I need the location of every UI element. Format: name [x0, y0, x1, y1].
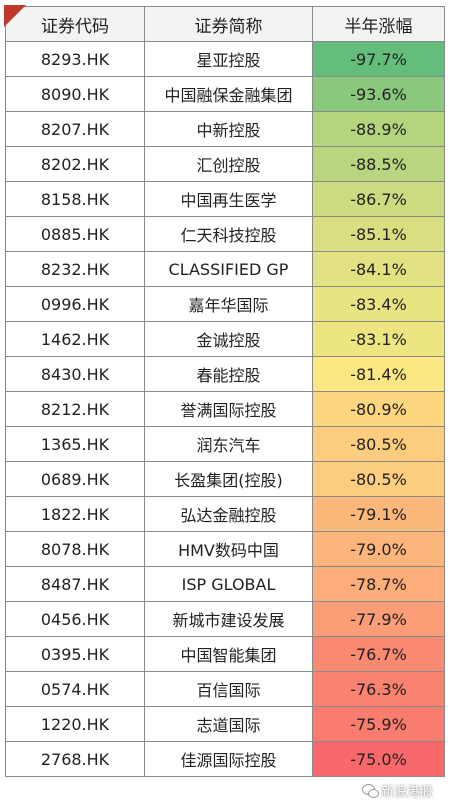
stock-code-cell: 0885.HK — [5, 216, 145, 252]
stock-code-cell: 8430.HK — [5, 356, 145, 392]
change-cell: -78.7% — [312, 566, 445, 602]
stock-name-cell: 中国智能集团 — [144, 636, 313, 672]
header-change: 半年涨幅 — [312, 6, 445, 42]
stock-name-cell: 誉满国际控股 — [144, 391, 313, 427]
table-row: 8487.HK ISP GLOBAL -78.7% — [5, 566, 445, 602]
stock-name-cell: 嘉年华国际 — [144, 286, 313, 322]
stock-name-cell: 中国融保金融集团 — [144, 76, 313, 112]
stock-name-cell: 金诚控股 — [144, 321, 313, 357]
change-cell: -75.0% — [312, 741, 445, 777]
table-row: 0395.HK 中国智能集团 -76.7% — [5, 636, 445, 672]
stock-code-cell: 0996.HK — [5, 286, 145, 322]
stock-name-cell: 星亚控股 — [144, 41, 313, 77]
table-row: 8430.HK 春能控股 -81.4% — [5, 356, 445, 392]
change-cell: -81.4% — [312, 356, 445, 392]
table-row: 8212.HK 誉满国际控股 -80.9% — [5, 391, 445, 427]
change-cell: -80.5% — [312, 426, 445, 462]
stock-code-cell: 8207.HK — [5, 111, 145, 147]
change-cell: -85.1% — [312, 216, 445, 252]
stock-code-cell: 8293.HK — [5, 41, 145, 77]
change-cell: -77.9% — [312, 601, 445, 637]
table-row: 0689.HK 长盈集团(控股) -80.5% — [5, 461, 445, 497]
stock-name-cell: ISP GLOBAL — [144, 566, 313, 602]
stock-name-cell: 仁天科技控股 — [144, 216, 313, 252]
table-row: 8078.HK HMV数码中国 -79.0% — [5, 531, 445, 567]
table-row: 1822.HK 弘达金融控股 -79.1% — [5, 496, 445, 532]
table-row: 1462.HK 金诚控股 -83.1% — [5, 321, 445, 357]
stock-name-cell: 长盈集团(控股) — [144, 461, 313, 497]
change-cell: -76.7% — [312, 636, 445, 672]
stock-name-cell: CLASSIFIED GP — [144, 251, 313, 287]
change-cell: -75.9% — [312, 706, 445, 742]
stock-code-cell: 1220.HK — [5, 706, 145, 742]
change-cell: -76.3% — [312, 671, 445, 707]
table-row: 8293.HK 星亚控股 -97.7% — [5, 41, 445, 77]
table-body: 8293.HK 星亚控股 -97.7% 8090.HK 中国融保金融集团 -93.6% 82… — [5, 41, 445, 777]
table-row: 8232.HK CLASSIFIED GP -84.1% — [5, 251, 445, 287]
stock-name-cell: 佳源国际控股 — [144, 741, 313, 777]
table-row: 1365.HK 润东汽车 -80.5% — [5, 426, 445, 462]
change-cell: -79.1% — [312, 496, 445, 532]
table-row: 0996.HK 嘉年华国际 -83.4% — [5, 286, 445, 322]
table-row: 0574.HK 百信国际 -76.3% — [5, 671, 445, 707]
stock-code-cell: 8202.HK — [5, 146, 145, 182]
stock-name-cell: 汇创控股 — [144, 146, 313, 182]
stock-code-cell: 8487.HK — [5, 566, 145, 602]
stock-name-cell: 春能控股 — [144, 356, 313, 392]
stock-code-cell: 1365.HK — [5, 426, 145, 462]
stock-name-cell: 润东汽车 — [144, 426, 313, 462]
stock-code-cell: 8232.HK — [5, 251, 145, 287]
stock-table: 证券代码 证券简称 半年涨幅 8293.HK 星亚控股 -97.7% 8090.HK 中… — [5, 6, 445, 777]
stock-name-cell: HMV数码中国 — [144, 531, 313, 567]
stock-code-cell: 0456.HK — [5, 601, 145, 637]
table-row: 8158.HK 中国再生医学 -86.7% — [5, 181, 445, 217]
stock-code-cell: 8090.HK — [5, 76, 145, 112]
watermark-text: 新浪港股 — [380, 785, 433, 800]
stock-code-cell: 0574.HK — [5, 671, 145, 707]
change-cell: -86.7% — [312, 181, 445, 217]
change-cell: -93.6% — [312, 76, 445, 112]
stock-code-cell: 0689.HK — [5, 461, 145, 497]
header-name: 证券简称 — [144, 6, 313, 42]
stock-name-cell: 志道国际 — [144, 706, 313, 742]
stock-code-cell: 2768.HK — [5, 741, 145, 777]
table-row: 2768.HK 佳源国际控股 -75.0% — [5, 741, 445, 777]
watermark: 新浪港股 — [361, 781, 433, 800]
stock-name-cell: 中新控股 — [144, 111, 313, 147]
table-row: 8090.HK 中国融保金融集团 -93.6% — [5, 76, 445, 112]
table-header-row: 证券代码 证券简称 半年涨幅 — [5, 6, 445, 42]
stock-name-cell: 弘达金融控股 — [144, 496, 313, 532]
table-row: 0456.HK 新城市建设发展 -77.9% — [5, 601, 445, 637]
wechat-icon — [361, 784, 379, 798]
stock-name-cell: 中国再生医学 — [144, 181, 313, 217]
stock-name-cell: 百信国际 — [144, 671, 313, 707]
corner-marker — [4, 5, 26, 27]
table-row: 8202.HK 汇创控股 -88.5% — [5, 146, 445, 182]
stock-code-cell: 8078.HK — [5, 531, 145, 567]
change-cell: -83.1% — [312, 321, 445, 357]
stock-code-cell: 0395.HK — [5, 636, 145, 672]
change-cell: -80.9% — [312, 391, 445, 427]
change-cell: -97.7% — [312, 41, 445, 77]
stock-code-cell: 8158.HK — [5, 181, 145, 217]
header-code: 证券代码 — [5, 6, 145, 42]
change-cell: -80.5% — [312, 461, 445, 497]
change-cell: -83.4% — [312, 286, 445, 322]
stock-code-cell: 8212.HK — [5, 391, 145, 427]
stock-code-cell: 1462.HK — [5, 321, 145, 357]
table-row: 0885.HK 仁天科技控股 -85.1% — [5, 216, 445, 252]
change-cell: -88.9% — [312, 111, 445, 147]
table-row: 1220.HK 志道国际 -75.9% — [5, 706, 445, 742]
change-cell: -88.5% — [312, 146, 445, 182]
change-cell: -79.0% — [312, 531, 445, 567]
table-row: 8207.HK 中新控股 -88.9% — [5, 111, 445, 147]
stock-name-cell: 新城市建设发展 — [144, 601, 313, 637]
change-cell: -84.1% — [312, 251, 445, 287]
stock-code-cell: 1822.HK — [5, 496, 145, 532]
